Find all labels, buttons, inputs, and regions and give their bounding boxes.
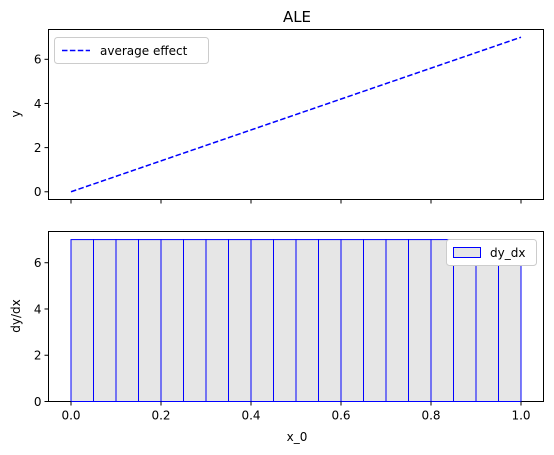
bar-dy-dx (385, 239, 409, 402)
bar-dy-dx (115, 239, 139, 402)
bar-dy-dx (250, 239, 274, 402)
bar-dy-dx (183, 239, 207, 402)
top-y-tick-label: 6 (34, 53, 42, 67)
bar-dy-dx (70, 239, 94, 402)
bottom-x-tick-label: 0.4 (241, 409, 260, 423)
bar-dy-dx (295, 239, 319, 402)
bar-dy-dx (138, 239, 162, 402)
bar-dy-dx (273, 239, 297, 402)
bottom-y-tick-label: 2 (34, 349, 42, 363)
legend-label-dy-dx: dy_dx (490, 246, 525, 260)
bottom-x-tick-label: 0.6 (331, 409, 350, 423)
bottom-plot-area (70, 239, 522, 402)
bar-dy-dx (340, 239, 364, 402)
bar-dy-dx (160, 239, 184, 402)
series-line-average-effect (70, 36, 522, 193)
bottom-y-tick-label: 4 (34, 302, 42, 316)
bottom-x-axis-label: x_0 (287, 430, 308, 444)
top-y-axis-label: y (9, 110, 23, 117)
dydx-bar-subplot: 0 2 4 6 0.0 0.2 0.4 0.6 0.8 1.0 dy/dx x_0 dy_dx (9, 231, 544, 444)
top-y-tick-label: 2 (34, 141, 42, 155)
top-legend: average effect (54, 37, 209, 64)
bottom-y-tick-label: 6 (34, 256, 42, 270)
bottom-x-tick-label: 0.8 (421, 409, 440, 423)
top-axes-frame (48, 29, 544, 200)
bar-dy-dx (205, 239, 229, 402)
legend-label-average-effect: average effect (100, 44, 188, 58)
bottom-y-tick-label: 0 (34, 395, 42, 409)
bar-dy-dx (408, 239, 432, 402)
top-legend-box (54, 37, 209, 64)
ale-line-subplot: ALE 0 2 4 6 y average effect (9, 8, 544, 204)
legend-swatch-dy-dx (453, 247, 481, 258)
chart-title: ALE (283, 8, 311, 26)
bar-dy-dx (318, 239, 342, 402)
bottom-legend: dy_dx (446, 239, 537, 266)
bottom-y-axis-label: dy/dx (9, 299, 23, 332)
bar-dy-dx (363, 239, 387, 402)
top-y-tick-label: 0 (34, 185, 42, 199)
bottom-axis-ticks: 0 2 4 6 0.0 0.2 0.4 0.6 0.8 1.0 (34, 256, 531, 422)
bar-dy-dx (93, 239, 117, 402)
top-plot-area (70, 36, 522, 193)
top-axis-ticks: 0 2 4 6 (34, 53, 522, 204)
bottom-x-tick-label: 1.0 (511, 409, 530, 423)
bottom-legend-box (446, 239, 537, 266)
bar-dy-dx (228, 239, 252, 402)
bottom-x-tick-label: 0.2 (151, 409, 170, 423)
top-y-tick-label: 4 (34, 97, 42, 111)
bottom-x-tick-label: 0.0 (61, 409, 80, 423)
